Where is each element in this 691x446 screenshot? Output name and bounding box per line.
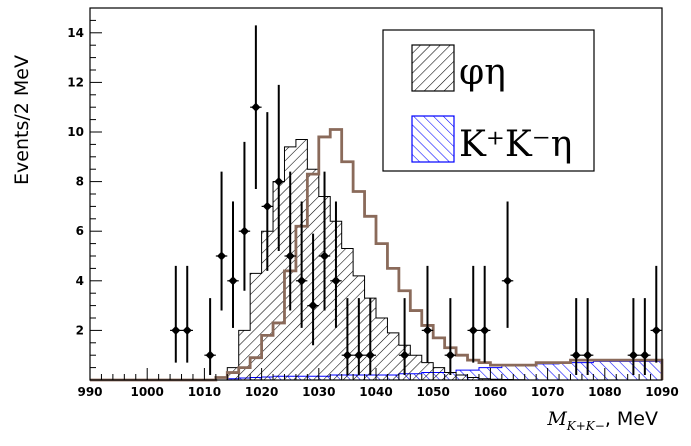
y-axis-title: Events/2 MeV	[11, 55, 33, 185]
data-point	[467, 265, 479, 363]
x-axis-title-symbol: M	[546, 408, 567, 430]
point-marker	[228, 276, 238, 286]
y-tick-label: 6	[76, 224, 84, 238]
data-point	[204, 298, 216, 376]
legend-swatch-kk-eta	[411, 115, 455, 163]
data-point	[227, 201, 239, 328]
x-axis-title-subscript: K+K−	[566, 419, 605, 433]
data-point	[501, 201, 514, 328]
data-point	[238, 141, 251, 291]
y-tick-label: 2	[76, 323, 84, 337]
legend-label-phi-eta: φη	[459, 52, 506, 93]
point-marker	[262, 201, 272, 211]
data-point	[650, 265, 662, 363]
point-marker	[251, 102, 261, 112]
data-point	[215, 171, 228, 311]
point-marker	[651, 325, 661, 335]
point-marker	[503, 276, 513, 286]
point-marker	[445, 350, 455, 360]
x-tick-label: 1060	[474, 385, 507, 399]
data-point	[284, 171, 296, 311]
data-point	[478, 265, 491, 363]
point-marker	[285, 251, 295, 261]
data-point	[444, 298, 457, 376]
x-tick-label: 1030	[302, 385, 335, 399]
point-marker	[239, 226, 249, 236]
data-point	[250, 25, 262, 190]
point-marker	[182, 325, 192, 335]
x-tick-label: 1040	[359, 385, 392, 399]
point-marker	[468, 325, 478, 335]
y-tick-label: 10	[67, 125, 84, 139]
x-axis-title-unit: , MeV	[605, 408, 658, 430]
point-marker	[571, 350, 581, 360]
point-marker	[640, 350, 650, 360]
x-axis-ticks: 990 1000 1010 1020 1030 1040 1050 1060 1070 1080 1…	[77, 368, 679, 399]
x-tick-label: 990	[77, 385, 102, 399]
x-tick-label: 1000	[130, 385, 163, 399]
x-tick-label: 1050	[416, 385, 449, 399]
point-marker	[217, 251, 227, 261]
point-marker	[628, 350, 638, 360]
point-marker	[480, 325, 490, 335]
y-tick-label: 8	[76, 175, 84, 189]
data-point	[421, 265, 434, 363]
x-tick-label: 1080	[588, 385, 621, 399]
data-point	[170, 265, 182, 363]
legend: φη K⁺K⁻η	[382, 29, 595, 172]
y-tick-label: 12	[67, 75, 84, 89]
legend-swatch-phi-eta	[411, 44, 455, 92]
x-tick-label: 1010	[188, 385, 221, 399]
point-marker	[319, 251, 330, 261]
legend-label-kk-eta: K⁺K⁻η	[459, 124, 572, 165]
data-point	[181, 265, 193, 363]
data-point	[353, 298, 365, 376]
data-points	[170, 25, 662, 376]
y-axis-ticks: 2 4 6 8 10 12 14	[67, 7, 102, 369]
point-marker	[205, 350, 215, 360]
data-point	[318, 171, 331, 311]
x-axis-title: MK+K−, MeV	[546, 408, 658, 433]
point-marker	[171, 325, 181, 335]
x-tick-label: 1090	[645, 385, 678, 399]
point-marker	[422, 325, 433, 335]
x-tick-label: 1020	[245, 385, 278, 399]
y-tick-label: 14	[67, 26, 84, 40]
x-tick-label: 1070	[531, 385, 564, 399]
y-tick-label: 4	[76, 274, 84, 288]
point-marker	[583, 350, 593, 360]
